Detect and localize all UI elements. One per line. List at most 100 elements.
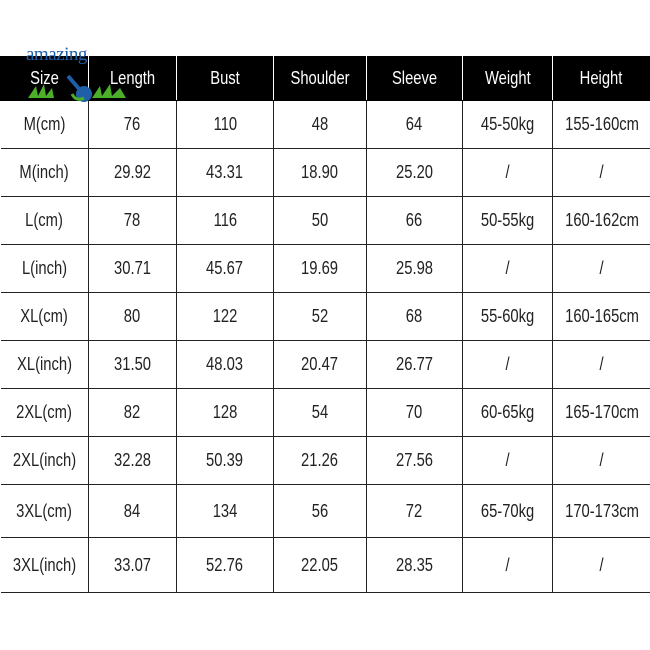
table-row: XL(inch) 31.50 48.03 20.47 26.77 / / xyxy=(0,340,650,389)
cell-value: 160-162cm xyxy=(564,210,639,230)
size-chart-table: Size Length Bust Shoulder Sleeve Weight Height… xyxy=(0,55,650,593)
table-cell-height: / xyxy=(552,436,650,485)
cell-value: 19.69 xyxy=(301,258,339,278)
cell-value: 64 xyxy=(406,114,423,134)
table-cell-size: L(inch) xyxy=(0,244,89,293)
cell-value: 65-70kg xyxy=(480,500,535,521)
cell-value: 55-60kg xyxy=(480,306,535,326)
cell-value: 52.76 xyxy=(206,554,244,575)
cell-value: 22.05 xyxy=(301,554,339,575)
cell-value: 29.92 xyxy=(114,162,151,182)
table-cell-weight: / xyxy=(462,148,553,197)
table-row: M(cm) 76 110 48 64 45-50kg 155-160cm xyxy=(0,100,650,149)
cell-value: 45-50kg xyxy=(480,114,535,134)
cell-value: / xyxy=(599,554,604,575)
cell-value: 30.71 xyxy=(114,258,151,278)
table-cell-size: 3XL(cm) xyxy=(0,484,89,538)
table-cell-height: / xyxy=(552,244,650,293)
cell-value: 50 xyxy=(311,210,329,230)
table-cell-size: L(cm) xyxy=(0,196,89,245)
cell-value: 84 xyxy=(124,500,141,521)
column-header-length: Length xyxy=(88,55,177,101)
table-cell-size: XL(cm) xyxy=(0,292,89,341)
cell-value: 21.26 xyxy=(301,450,339,470)
header-row: Size Length Bust Shoulder Sleeve Weight Height xyxy=(0,55,650,101)
cell-value: / xyxy=(505,554,510,575)
column-header-label: Sleeve xyxy=(391,67,438,88)
table-cell-weight: 50-55kg xyxy=(462,196,553,245)
table-cell-height: 160-162cm xyxy=(552,196,650,245)
cell-value: 31.50 xyxy=(114,354,151,374)
table-row: 3XL(inch) 33.07 52.76 22.05 28.35 / / xyxy=(0,537,650,593)
table-cell-length: 78 xyxy=(88,196,177,245)
table-cell-shoulder: 22.05 xyxy=(273,537,367,593)
cell-value: 80 xyxy=(124,306,141,326)
cell-value: 128 xyxy=(212,402,238,422)
cell-value: 50.39 xyxy=(206,450,244,470)
table-cell-sleeve: 68 xyxy=(366,292,463,341)
cell-value: / xyxy=(505,354,510,374)
cell-value: 25.98 xyxy=(396,258,433,278)
table-cell-shoulder: 50 xyxy=(273,196,367,245)
cell-value: L(inch) xyxy=(21,258,67,278)
cell-value: 43.31 xyxy=(206,162,244,182)
cell-value: 70 xyxy=(406,402,423,422)
table-cell-length: 29.92 xyxy=(88,148,177,197)
cell-value: / xyxy=(599,162,604,182)
cell-value: 60-65kg xyxy=(480,402,535,422)
column-header-sleeve: Sleeve xyxy=(366,55,463,101)
cell-value: 82 xyxy=(124,402,141,422)
table-cell-length: 33.07 xyxy=(88,537,177,593)
table-cell-bust: 52.76 xyxy=(176,537,274,593)
cell-value: M(cm) xyxy=(23,114,66,134)
table-cell-sleeve: 64 xyxy=(366,100,463,149)
table-cell-sleeve: 27.56 xyxy=(366,436,463,485)
cell-value: M(inch) xyxy=(19,162,69,182)
table-row: 2XL(cm) 82 128 54 70 60-65kg 165-170cm xyxy=(0,388,650,437)
cell-value: 116 xyxy=(213,210,237,230)
cell-value: 28.35 xyxy=(396,554,433,575)
table-cell-length: 84 xyxy=(88,484,177,538)
cell-value: 72 xyxy=(406,500,423,521)
table-cell-size: 2XL(cm) xyxy=(0,388,89,437)
table-cell-height: / xyxy=(552,537,650,593)
cell-value: 18.90 xyxy=(301,162,339,182)
cell-value: 2XL(cm) xyxy=(16,402,73,422)
cell-value: 3XL(cm) xyxy=(16,500,73,521)
table-cell-height: 160-165cm xyxy=(552,292,650,341)
column-header-label: Length xyxy=(109,67,156,88)
cell-value: 26.77 xyxy=(396,354,433,374)
table-cell-weight: / xyxy=(462,244,553,293)
table-cell-shoulder: 52 xyxy=(273,292,367,341)
cell-value: / xyxy=(505,258,510,278)
table-cell-sleeve: 25.20 xyxy=(366,148,463,197)
table-cell-length: 32.28 xyxy=(88,436,177,485)
table-row: XL(cm) 80 122 52 68 55-60kg 160-165cm xyxy=(0,292,650,341)
cell-value: L(cm) xyxy=(25,210,64,230)
table-cell-height: / xyxy=(552,148,650,197)
table-cell-weight: / xyxy=(462,340,553,389)
cell-value: 33.07 xyxy=(114,554,151,575)
column-header-label: Height xyxy=(580,67,623,88)
table-cell-shoulder: 20.47 xyxy=(273,340,367,389)
cell-value: 50-55kg xyxy=(480,210,535,230)
cell-value: 68 xyxy=(406,306,423,326)
column-header-label: Shoulder xyxy=(290,67,350,88)
table-cell-sleeve: 66 xyxy=(366,196,463,245)
cell-value: 48.03 xyxy=(206,354,244,374)
cell-value: 20.47 xyxy=(301,354,339,374)
table-cell-bust: 50.39 xyxy=(176,436,274,485)
table-cell-length: 76 xyxy=(88,100,177,149)
table-cell-height: 170-173cm xyxy=(552,484,650,538)
cell-value: 78 xyxy=(124,210,141,230)
table-cell-weight: 65-70kg xyxy=(462,484,553,538)
table-row: L(inch) 30.71 45.67 19.69 25.98 / / xyxy=(0,244,650,293)
cell-value: / xyxy=(505,450,510,470)
table-cell-sleeve: 72 xyxy=(366,484,463,538)
table-cell-weight: 55-60kg xyxy=(462,292,553,341)
cell-value: / xyxy=(599,450,604,470)
cell-value: 76 xyxy=(124,114,141,134)
cell-value: 56 xyxy=(311,500,329,521)
cell-value: / xyxy=(505,162,510,182)
table-cell-size: 3XL(inch) xyxy=(0,537,89,593)
